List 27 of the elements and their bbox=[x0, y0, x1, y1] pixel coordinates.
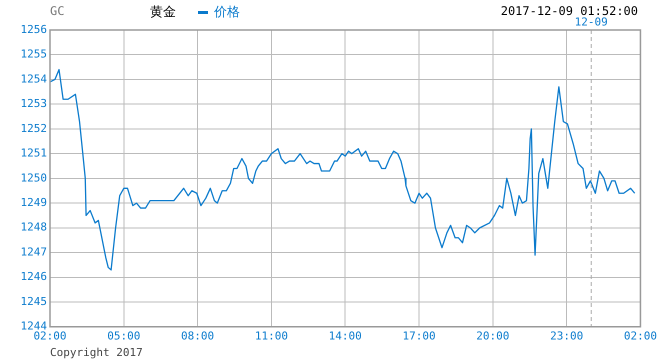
y-tick-label: 1255 bbox=[20, 48, 47, 61]
x-tick-label: 08:00 bbox=[181, 329, 214, 342]
text: 2017-12-09 01:52:00 bbox=[500, 4, 638, 18]
y-tick-label: 1252 bbox=[20, 122, 47, 135]
y-tick-label: 1245 bbox=[20, 294, 47, 308]
legend-label: 价格 bbox=[214, 4, 240, 21]
x-tick-label: 11:00 bbox=[254, 329, 288, 342]
text: Copyright 2017 bbox=[50, 346, 143, 359]
chart-title: GC bbox=[50, 4, 64, 18]
chart-subtitle: 黄金 bbox=[150, 4, 176, 21]
x-tick-label: 02:00 bbox=[33, 329, 67, 342]
x-tick-label: 14:00 bbox=[328, 329, 362, 342]
x-tick-label: 02:00 bbox=[624, 329, 658, 342]
y-tick-label: 1253 bbox=[20, 97, 47, 110]
y-tick-label: 1250 bbox=[20, 171, 47, 184]
y-tick-label: 1248 bbox=[20, 220, 47, 234]
y-tick-label: 1256 bbox=[20, 22, 47, 36]
x-tick-label: 20:00 bbox=[476, 329, 510, 342]
x-tick-label: 17:00 bbox=[402, 329, 436, 342]
y-tick-label: 1254 bbox=[20, 72, 48, 86]
y-tick-label: 1251 bbox=[20, 146, 47, 160]
y-tick-label: 1246 bbox=[20, 270, 47, 284]
y-tick-label: 1249 bbox=[20, 196, 47, 209]
y-tick-label: 1247 bbox=[20, 245, 47, 258]
x-tick-label: 05:00 bbox=[107, 329, 140, 342]
ref-line-label: 12-09 bbox=[574, 15, 608, 28]
x-tick-label: 23:00 bbox=[550, 329, 584, 342]
